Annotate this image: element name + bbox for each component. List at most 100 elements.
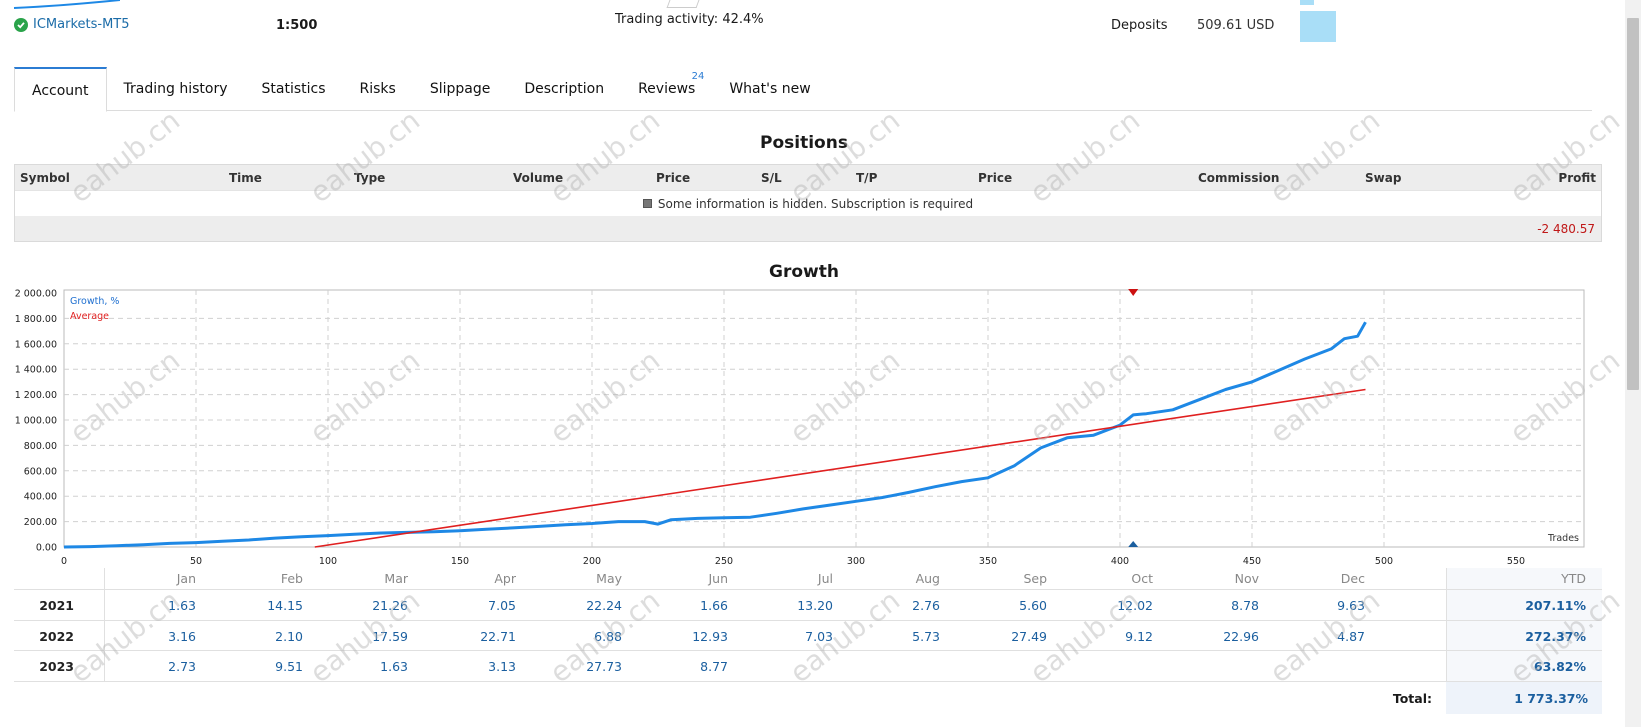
x-tick-label: 400 xyxy=(1111,556,1129,567)
column-divider xyxy=(1446,620,1447,651)
legend-average: Average xyxy=(70,311,109,322)
x-tick-label: 250 xyxy=(715,556,733,567)
year-label: 2021 xyxy=(39,598,74,613)
deposit-marker-top xyxy=(1128,289,1139,296)
column-divider xyxy=(104,651,105,682)
growth-series-line xyxy=(63,321,1367,549)
x-tick-label: 50 xyxy=(190,556,202,567)
tab-trading-history[interactable]: Trading history xyxy=(123,81,228,97)
ytd-column-bg xyxy=(1446,620,1602,650)
decorative-divider xyxy=(666,0,700,8)
column-divider xyxy=(1446,651,1447,682)
x-tick-label: 150 xyxy=(451,556,469,567)
column-divider xyxy=(1446,568,1447,590)
monthly-row: 2022 3.16 2.10 17.59 22.71 6.88 12.93 7.03 5.73 2… xyxy=(14,620,1602,651)
ytd-header: YTD xyxy=(1561,571,1586,586)
y-tick-label: 800.00 xyxy=(24,441,57,452)
x-tick-label: 500 xyxy=(1375,556,1393,567)
month-return-cell: 5.73 xyxy=(912,628,940,644)
col-swap: Swap xyxy=(1365,171,1402,185)
month-header: Sep xyxy=(1023,571,1047,586)
leverage-value: 1:500 xyxy=(276,18,318,33)
y-tick-label: 1 000.00 xyxy=(15,416,57,427)
month-return-cell: 2.76 xyxy=(912,598,940,613)
tab-account[interactable]: Account xyxy=(14,67,107,112)
tab-risks[interactable]: Risks xyxy=(359,81,396,97)
ytd-column-bg xyxy=(1446,590,1602,620)
y-tick-label: 2 000.00 xyxy=(15,289,57,300)
year-label: 2022 xyxy=(39,628,74,644)
column-divider xyxy=(104,620,105,651)
monthly-row: 2023 2.73 9.51 1.63 3.13 27.73 8.77 63.82% xyxy=(14,651,1602,682)
y-tick-label: 0.00 xyxy=(36,543,57,554)
average-series-line xyxy=(314,388,1366,548)
month-return-cell: 21.26 xyxy=(372,598,408,613)
month-header: Jul xyxy=(817,571,833,586)
y-tick-label: 1 400.00 xyxy=(15,365,57,376)
scrollbar-thumb[interactable] xyxy=(1627,18,1639,390)
tab-slippage[interactable]: Slippage xyxy=(429,81,491,97)
month-return-cell: 27.49 xyxy=(1011,628,1047,644)
month-return-cell: 8.78 xyxy=(1231,598,1259,613)
month-return-cell: 9.51 xyxy=(275,659,303,674)
month-header: Jan xyxy=(176,571,196,586)
month-header: Nov xyxy=(1234,571,1259,586)
x-tick-label: 550 xyxy=(1507,556,1525,567)
ytd-column-bg xyxy=(1446,651,1602,681)
month-return-cell: 17.59 xyxy=(372,628,408,644)
month-return-cell: 8.77 xyxy=(700,659,728,674)
column-divider xyxy=(1446,590,1447,621)
col-profit: Profit xyxy=(1558,171,1596,185)
month-header: Apr xyxy=(494,571,516,586)
col-symbol: Symbol xyxy=(20,171,70,185)
month-return-cell: 3.16 xyxy=(168,628,196,644)
month-return-cell: 7.05 xyxy=(488,598,516,613)
y-tick-label: 200.00 xyxy=(24,517,57,528)
growth-title: Growth xyxy=(769,262,839,282)
x-tick-label: 200 xyxy=(583,556,601,567)
month-return-cell: 9.63 xyxy=(1337,598,1365,613)
month-return-cell: 4.87 xyxy=(1337,628,1365,644)
month-return-cell: 22.96 xyxy=(1223,628,1259,644)
month-return-cell: 12.02 xyxy=(1117,598,1153,613)
equity-sparkline xyxy=(13,0,120,9)
total-label: Total: xyxy=(1392,690,1432,706)
month-return-cell: 2.73 xyxy=(168,659,196,674)
month-return-cell: 1.66 xyxy=(700,598,728,613)
x-axis-ticks: 0 50 100 150 200 250 300 350 400 450 500 550 xyxy=(61,556,1525,567)
ytd-value: 63.82% xyxy=(1533,659,1586,674)
monthly-header-row: Jan Feb Mar Apr May Jun Jul Aug Sep Oct Nov Dec YTD xyxy=(14,568,1602,590)
page-scrollbar[interactable] xyxy=(1625,0,1641,727)
column-divider xyxy=(104,568,105,590)
tab-reviews[interactable]: Reviews 24 xyxy=(638,71,705,98)
reviews-count-badge: 24 xyxy=(691,71,705,82)
broker-server[interactable]: ICMarkets-MT5 xyxy=(14,17,130,32)
y-tick-label: 1 600.00 xyxy=(15,339,57,350)
broker-name: ICMarkets-MT5 xyxy=(33,17,130,32)
lock-icon xyxy=(642,199,652,208)
col-volume: Volume xyxy=(513,171,564,185)
month-return-cell: 7.03 xyxy=(805,628,833,644)
x-tick-label: 100 xyxy=(319,556,337,567)
y-axis-ticks: 0.00 200.00 400.00 600.00 800.00 1 000.00 1 20… xyxy=(15,289,57,554)
growth-chart: 0.00 200.00 400.00 600.00 800.00 1 000.00 1 20… xyxy=(15,289,1585,567)
month-header: Oct xyxy=(1131,571,1153,586)
tab-statistics[interactable]: Statistics xyxy=(261,81,326,97)
col-price: Price xyxy=(656,171,691,185)
month-return-cell: 14.15 xyxy=(267,598,303,613)
hidden-info-row: Some information is hidden. Subscription… xyxy=(15,190,1601,216)
deposits-value: 509.61 USD xyxy=(1197,18,1275,33)
tab-whats-new[interactable]: What's new xyxy=(729,81,811,97)
column-divider xyxy=(104,590,105,621)
monthly-returns-table: Jan Feb Mar Apr May Jun Jul Aug Sep Oct Nov Dec YTD 2… xyxy=(14,568,1602,714)
ytd-column-bg xyxy=(1446,568,1602,589)
verified-check-icon xyxy=(14,17,28,32)
total-bg xyxy=(1446,681,1602,714)
deposits-label: Deposits xyxy=(1111,18,1168,33)
tab-description[interactable]: Description xyxy=(524,81,605,97)
col-sl: S/L xyxy=(761,171,782,185)
positions-title: Positions xyxy=(760,133,848,153)
x-tick-label: 350 xyxy=(979,556,997,567)
month-return-cell: 3.13 xyxy=(488,659,516,674)
tab-bar: Account Trading history Statistics Risks… xyxy=(14,67,1592,112)
